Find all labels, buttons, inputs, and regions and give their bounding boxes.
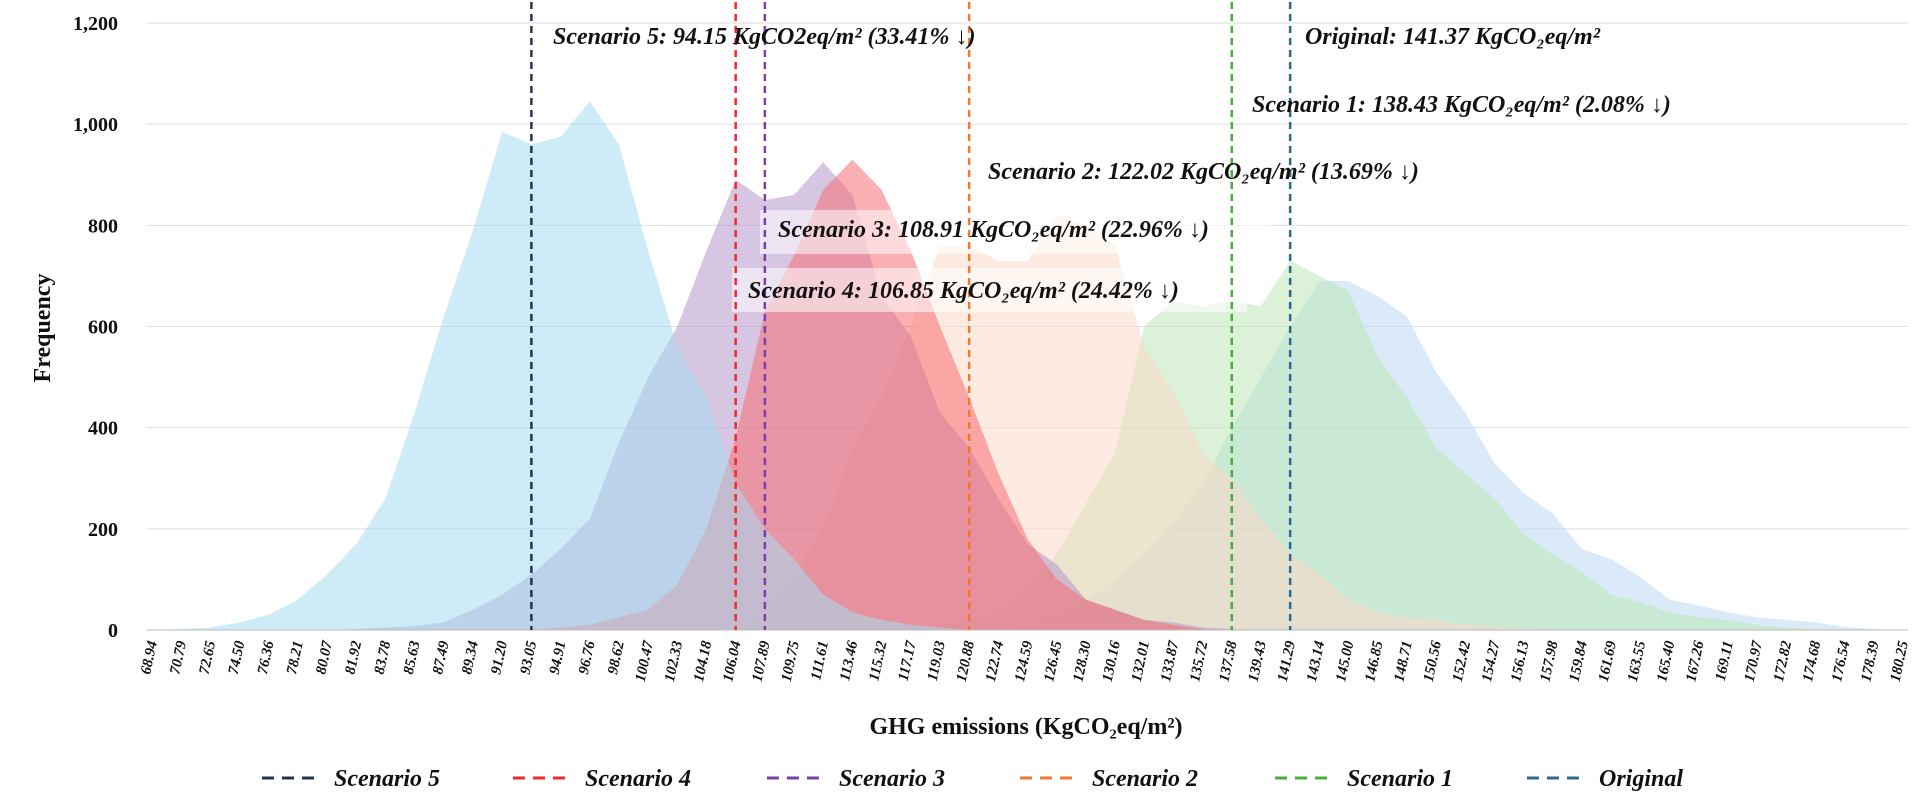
y-tick-label: 1,000 bbox=[73, 114, 118, 136]
y-axis-ticks: 0 200 400 600 800 1,000 1,200 bbox=[73, 13, 118, 642]
x-tick-label: 94.91 bbox=[547, 640, 570, 676]
x-tick-label: 100.47 bbox=[633, 639, 657, 683]
x-tick-label: 139.43 bbox=[1246, 639, 1270, 683]
x-tick-label: 87.49 bbox=[430, 639, 453, 676]
legend-label-original: Original bbox=[1599, 766, 1683, 792]
x-tick-label: 117.17 bbox=[896, 639, 920, 682]
scenario-marker-lines bbox=[530, 2, 1292, 630]
annotation-backgrounds bbox=[732, 210, 1270, 312]
x-tick-label: 165.40 bbox=[1654, 639, 1678, 683]
x-tick-label: 124.59 bbox=[1012, 639, 1036, 683]
x-tick-label: 98.62 bbox=[605, 639, 628, 676]
x-tick-label: 132.01 bbox=[1129, 640, 1153, 684]
y-tick-label: 800 bbox=[88, 215, 118, 237]
x-tick-label: 102.33 bbox=[662, 639, 686, 683]
annotation-s1: Scenario 1: 138.43 KgCO₂eq/m² (2.08% ↓) bbox=[1252, 92, 1671, 118]
x-tick-label: 122.74 bbox=[983, 639, 1007, 683]
x-tick-label: 126.45 bbox=[1041, 639, 1065, 683]
x-tick-label: 146.85 bbox=[1362, 639, 1386, 683]
x-tick-label: 137.58 bbox=[1216, 639, 1240, 683]
annotation-s2: Scenario 2: 122.02 KgCO₂eq/m² (13.69% ↓) bbox=[988, 159, 1419, 185]
x-tick-label: 128.30 bbox=[1071, 639, 1095, 683]
x-tick-label: 143.14 bbox=[1304, 639, 1328, 683]
x-tick-label: 72.65 bbox=[197, 639, 220, 676]
y-tick-label: 400 bbox=[88, 418, 118, 440]
y-tick-label: 0 bbox=[108, 620, 118, 642]
annotation-box-s3 bbox=[760, 210, 1270, 254]
x-tick-label: 78.21 bbox=[284, 640, 307, 676]
x-tick-label: 104.18 bbox=[691, 639, 715, 683]
x-tick-label: 96.76 bbox=[576, 639, 599, 676]
x-tick-label: 106.04 bbox=[720, 639, 744, 683]
x-tick-label: 68.94 bbox=[138, 639, 161, 676]
x-tick-label: 174.68 bbox=[1800, 639, 1824, 683]
x-tick-label: 81.92 bbox=[343, 639, 366, 676]
x-tick-label: 115.32 bbox=[866, 639, 890, 682]
x-tick-label: 93.05 bbox=[518, 639, 541, 676]
x-tick-label: 85.63 bbox=[401, 639, 424, 676]
area-scenario-1 bbox=[152, 260, 1903, 630]
x-tick-label: 163.55 bbox=[1625, 639, 1649, 683]
x-tick-label: 111.61 bbox=[808, 640, 832, 682]
y-tick-label: 600 bbox=[88, 317, 118, 339]
x-tick-label: 176.54 bbox=[1829, 639, 1853, 683]
x-tick-label: 119.03 bbox=[925, 639, 949, 682]
x-tick-label: 170.97 bbox=[1742, 639, 1766, 683]
x-tick-label: 148.71 bbox=[1392, 640, 1416, 684]
y-tick-label: 1,200 bbox=[73, 13, 118, 35]
distribution-areas bbox=[152, 101, 1903, 630]
x-tick-label: 145.00 bbox=[1333, 639, 1357, 683]
scenario-annotations: Scenario 5: 94.15 KgCO2eq/m² (33.41% ↓) O… bbox=[553, 24, 1671, 304]
x-tick-label: 109.75 bbox=[779, 639, 803, 683]
x-tick-label: 76.36 bbox=[255, 639, 278, 676]
x-axis-title: GHG emissions (KgCO₂eq/m²) bbox=[869, 714, 1182, 740]
x-tick-label: 74.50 bbox=[226, 639, 249, 676]
annotation-orig: Original: 141.37 KgCO₂eq/m² bbox=[1305, 24, 1601, 50]
legend-label-scenario-5: Scenario 5 bbox=[334, 766, 440, 792]
x-tick-label: 169.11 bbox=[1713, 640, 1737, 683]
x-tick-label: 135.72 bbox=[1187, 639, 1211, 683]
x-axis-ticks: 68.94 70.79 72.65 74.50 76.36 78.21 80.07 81.92… bbox=[138, 639, 1912, 683]
y-tick-label: 200 bbox=[88, 519, 118, 541]
x-tick-label: 180.25 bbox=[1888, 639, 1912, 683]
x-tick-label: 161.69 bbox=[1596, 639, 1620, 683]
x-tick-label: 172.82 bbox=[1771, 639, 1795, 683]
x-tick-label: 154.27 bbox=[1479, 639, 1503, 683]
x-tick-label: 167.26 bbox=[1683, 639, 1707, 683]
annotation-s3: Scenario 3: 108.91 KgCO₂eq/m² (22.96% ↓) bbox=[778, 217, 1209, 243]
legend: Scenario 5 Scenario 4 Scenario 3 Scenario 2… bbox=[262, 766, 1683, 792]
legend-label-scenario-2: Scenario 2 bbox=[1092, 766, 1198, 792]
area-scenario-5 bbox=[152, 101, 1903, 630]
legend-label-scenario-3: Scenario 3 bbox=[839, 766, 945, 792]
x-tick-label: 80.07 bbox=[313, 639, 336, 676]
legend-label-scenario-1: Scenario 1 bbox=[1347, 766, 1453, 792]
x-tick-label: 157.98 bbox=[1537, 639, 1561, 683]
x-tick-label: 156.13 bbox=[1508, 639, 1532, 683]
x-tick-label: 159.84 bbox=[1567, 639, 1591, 683]
x-tick-label: 133.87 bbox=[1158, 639, 1182, 683]
annotation-s5: Scenario 5: 94.15 KgCO2eq/m² (33.41% ↓) bbox=[553, 24, 976, 50]
x-tick-label: 150.56 bbox=[1421, 639, 1445, 683]
x-tick-label: 152.42 bbox=[1450, 639, 1474, 683]
x-tick-label: 178.39 bbox=[1859, 639, 1883, 683]
x-tick-label: 120.88 bbox=[954, 639, 978, 683]
x-tick-label: 70.79 bbox=[167, 639, 190, 676]
legend-label-scenario-4: Scenario 4 bbox=[585, 766, 691, 792]
x-tick-label: 113.46 bbox=[837, 639, 861, 682]
x-tick-label: 83.78 bbox=[372, 639, 395, 676]
annotation-s4: Scenario 4: 106.85 KgCO₂eq/m² (24.42% ↓) bbox=[748, 278, 1179, 304]
x-tick-label: 107.89 bbox=[750, 639, 774, 683]
x-tick-label: 130.16 bbox=[1100, 639, 1124, 683]
x-tick-label: 141.29 bbox=[1275, 639, 1299, 683]
annotation-box-s4 bbox=[732, 268, 1247, 312]
y-axis-title: Frequency bbox=[30, 274, 56, 383]
area-scenario-2 bbox=[152, 215, 1903, 630]
x-tick-label: 91.20 bbox=[488, 639, 511, 676]
x-tick-label: 89.34 bbox=[459, 639, 482, 676]
